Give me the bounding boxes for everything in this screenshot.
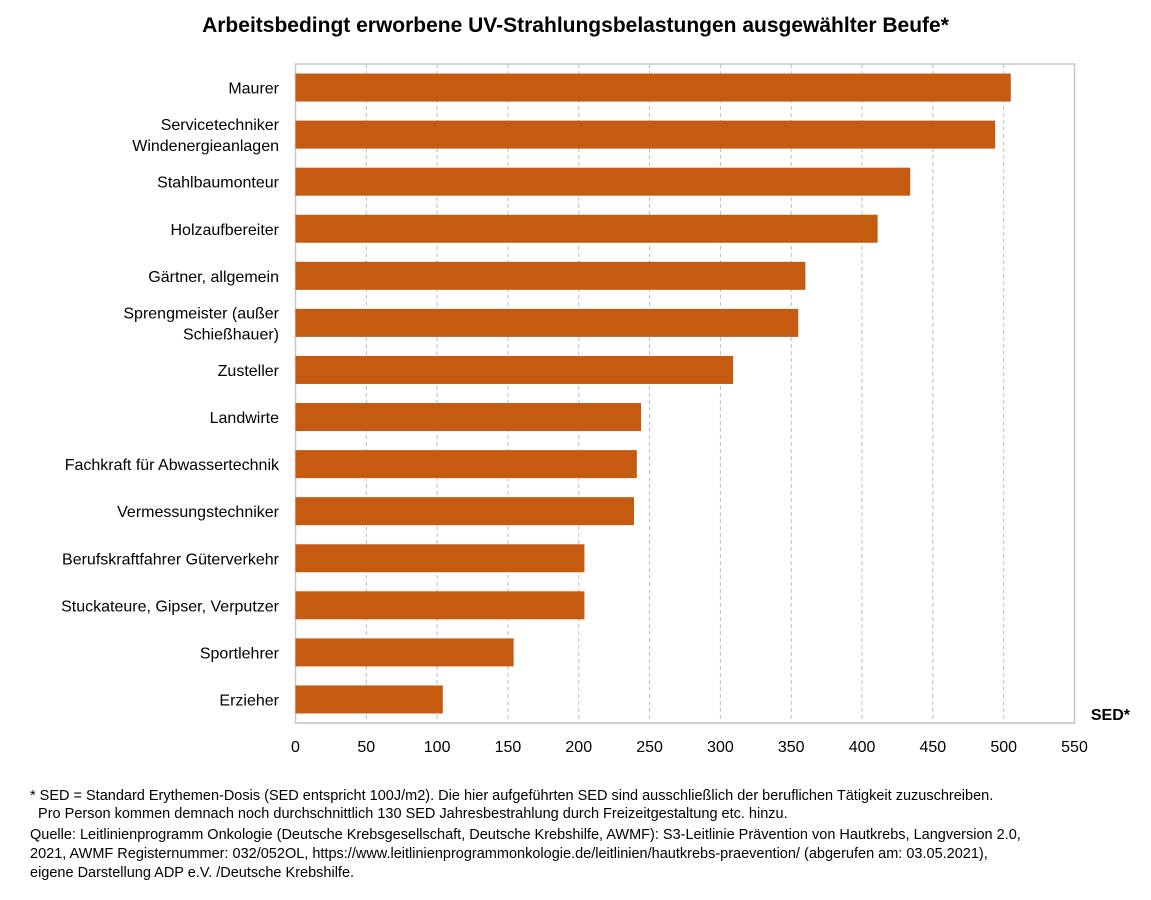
bar xyxy=(295,497,635,526)
x-tick-label: 150 xyxy=(495,739,522,756)
x-axis-unit-label: SED* xyxy=(1091,707,1131,724)
category-label: Stahlbaumonteur xyxy=(157,175,280,192)
bar xyxy=(295,167,911,196)
category-label: Vermessungstechniker xyxy=(117,504,280,521)
x-tick-label: 250 xyxy=(636,739,663,756)
x-tick-label: 300 xyxy=(707,739,734,756)
bar xyxy=(295,638,514,667)
x-tick-label: 500 xyxy=(990,739,1017,756)
x-tick-label: 100 xyxy=(424,739,451,756)
bar xyxy=(295,403,642,432)
category-label: Landwirte xyxy=(210,410,279,427)
footnote-sed-2: Pro Person kommen demnach noch durchschn… xyxy=(30,806,788,822)
x-tick-label: 400 xyxy=(849,739,876,756)
source-line-2: 2021, AWMF Registernummer: 032/052OL, ht… xyxy=(30,846,988,862)
x-tick-label: 0 xyxy=(291,739,300,756)
bar xyxy=(295,355,734,384)
bar xyxy=(295,73,1011,102)
bar xyxy=(295,120,996,149)
bar xyxy=(295,591,585,620)
plot-frame xyxy=(294,63,1076,724)
category-label: Stuckateure, Gipser, Verputzer xyxy=(61,598,280,615)
category-label: Windenergieanlagen xyxy=(132,138,279,155)
source-line-1: Quelle: Leitlinienprogramm Onkologie (De… xyxy=(30,827,1021,843)
bar xyxy=(295,308,799,337)
x-tick-label: 450 xyxy=(920,739,947,756)
category-label: Holzaufbereiter xyxy=(171,222,280,239)
category-label: Gärtner, allgemein xyxy=(148,269,279,286)
category-label: Servicetechniker xyxy=(161,117,280,134)
bar xyxy=(295,544,585,573)
x-tick-label: 200 xyxy=(565,739,592,756)
x-tick-label: 550 xyxy=(1061,739,1088,756)
source-line-3: eigene Darstellung ADP e.V. /Deutsche Kr… xyxy=(30,865,355,881)
x-tick-label: 350 xyxy=(778,739,805,756)
footnote-sed: * SED = Standard Erythemen-Dosis (SED en… xyxy=(30,788,994,804)
bar xyxy=(295,450,637,479)
category-label: Sprengmeister (außer xyxy=(123,305,279,322)
category-label: Fachkraft für Abwassertechnik xyxy=(65,457,280,474)
category-label: Zusteller xyxy=(218,363,280,380)
category-label: Erzieher xyxy=(219,692,279,709)
bar xyxy=(295,214,878,243)
bar xyxy=(295,685,443,714)
chart-title: Arbeitsbedingt erworbene UV-Strahlungsbe… xyxy=(202,14,949,37)
category-label: Schießhauer) xyxy=(183,326,279,343)
category-label: Sportlehrer xyxy=(200,645,280,662)
category-label: Maurer xyxy=(228,81,279,98)
bar-chart: 0 50 100 150 200 250 300 350 400 450 500 550 Maurer S… xyxy=(61,63,1131,756)
x-tick-label: 50 xyxy=(357,739,375,756)
bar xyxy=(295,261,806,290)
category-label: Berufskraftfahrer Güterverkehr xyxy=(62,551,280,568)
